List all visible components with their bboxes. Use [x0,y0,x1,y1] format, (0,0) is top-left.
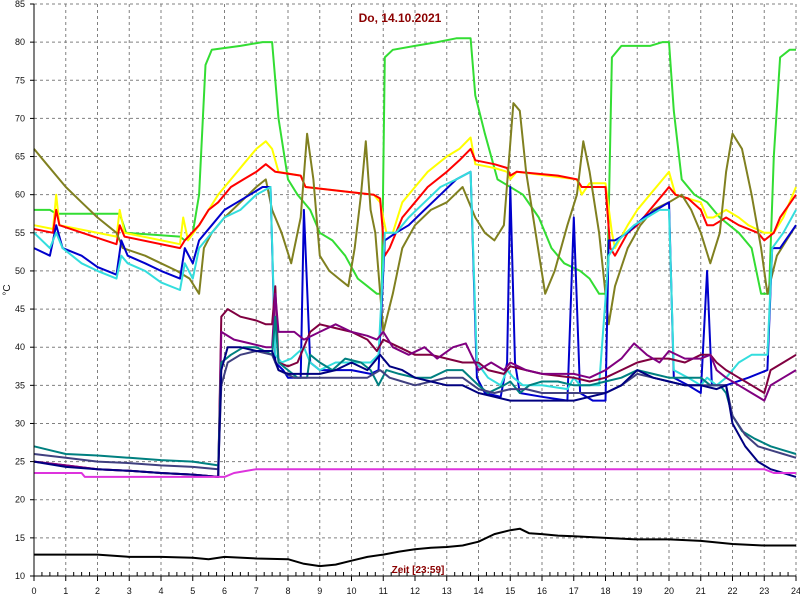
series-line [34,37,796,295]
x-tick-label: 19 [632,586,642,596]
x-tick-label: 24 [791,586,800,596]
x-tick-label: 8 [285,586,290,596]
x-tick-label: 15 [505,586,515,596]
x-tick-label: 12 [410,586,420,596]
x-tick-label: 16 [537,586,547,596]
x-tick-label: 2 [95,586,100,596]
x-tick-label: 1 [63,586,68,596]
x-tick-label: 23 [759,586,769,596]
chart-title: Do, 14.10.2021 [359,11,442,25]
x-tick-label: 11 [379,586,388,596]
y-tick-label: 20 [15,495,25,505]
y-tick-label: 45 [15,304,25,314]
x-tick-label: 13 [442,586,452,596]
x-tick-label: 5 [190,586,195,596]
series-line [33,170,797,402]
y-axis-label: °C [2,284,13,295]
y-tick-label: 60 [15,190,25,200]
y-tick-label: 55 [15,228,25,238]
time-label: Zeit [23:59] [392,565,445,576]
x-tick-label: 14 [473,586,483,596]
axes: 0 1 2 3 4 5 6 7 8 9 10 11 12 13 14 15 16 17 18 19 20 21 22 23 24… [15,0,800,596]
series-line [33,346,797,478]
series-line [33,292,797,478]
x-tick-label: 17 [569,586,579,596]
y-tick-label: 30 [15,418,25,428]
x-tick-label: 9 [317,586,322,596]
y-tick-label: 10 [15,571,25,581]
y-tick-label: 25 [15,457,25,467]
x-tick-label: 7 [254,586,259,596]
x-tick-label: 22 [727,586,737,596]
series-line [33,170,797,391]
series-line [33,102,797,333]
y-tick-label: 80 [15,37,25,47]
x-tick-label: 20 [664,586,674,596]
x-tick-label: 21 [696,586,706,596]
x-tick-label: 4 [158,586,163,596]
y-tick-label: 65 [15,152,25,162]
y-tick-label: 40 [15,342,25,352]
series-line [34,468,796,478]
y-tick-label: 85 [15,0,25,9]
y-tick-label: 35 [15,380,25,390]
x-tick-label: 6 [222,586,227,596]
x-tick-label: 3 [127,586,132,596]
x-tick-label: 18 [600,586,610,596]
series-line [33,315,797,467]
series-line [34,527,796,568]
x-tick-label: 10 [346,586,356,596]
y-tick-label: 70 [15,113,25,123]
y-tick-label: 50 [15,266,25,276]
x-tick-label: 0 [31,586,36,596]
series-line [33,285,797,478]
series-lines [33,37,797,568]
series-line [33,147,797,257]
y-tick-label: 75 [15,75,25,85]
y-tick-label: 15 [15,533,25,543]
